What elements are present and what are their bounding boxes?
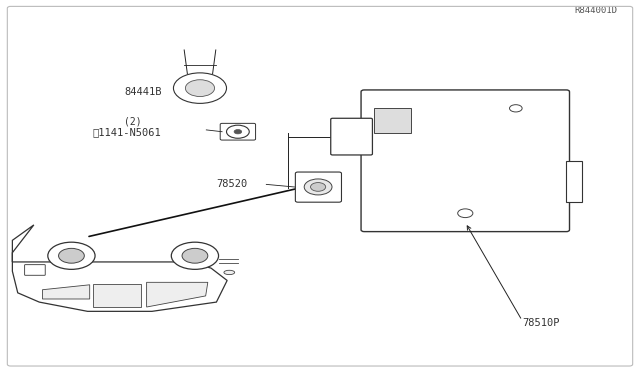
Circle shape [509, 105, 522, 112]
Circle shape [48, 242, 95, 269]
Text: ⑂1141-N5061: ⑂1141-N5061 [93, 128, 161, 137]
Text: 84441B: 84441B [124, 87, 162, 97]
Text: R844001D: R844001D [574, 6, 617, 16]
Circle shape [172, 242, 218, 269]
PathPatch shape [42, 285, 90, 299]
FancyBboxPatch shape [296, 172, 342, 202]
FancyBboxPatch shape [331, 118, 372, 155]
Text: 78520: 78520 [216, 179, 247, 189]
FancyBboxPatch shape [24, 264, 45, 275]
Bar [374, 108, 411, 133]
Bar [566, 161, 582, 202]
Circle shape [458, 209, 473, 218]
PathPatch shape [12, 225, 227, 311]
Circle shape [227, 125, 249, 138]
Circle shape [304, 179, 332, 195]
Circle shape [234, 129, 242, 134]
Circle shape [182, 248, 208, 263]
FancyBboxPatch shape [361, 90, 570, 232]
Circle shape [173, 73, 227, 103]
PathPatch shape [93, 283, 141, 307]
Circle shape [186, 80, 214, 96]
Text: (2): (2) [124, 116, 142, 126]
Circle shape [310, 183, 326, 191]
Text: 78510P: 78510P [522, 318, 559, 328]
PathPatch shape [147, 282, 208, 307]
Ellipse shape [224, 270, 235, 275]
Circle shape [58, 248, 84, 263]
